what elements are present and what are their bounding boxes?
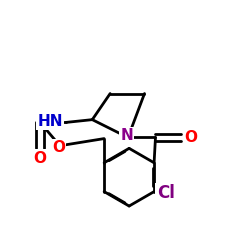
- Text: Cl: Cl: [157, 184, 174, 202]
- Text: O: O: [185, 130, 198, 145]
- Text: O: O: [52, 140, 65, 156]
- Text: HN: HN: [38, 114, 63, 128]
- Text: O: O: [33, 150, 46, 166]
- Text: N: N: [120, 128, 133, 143]
